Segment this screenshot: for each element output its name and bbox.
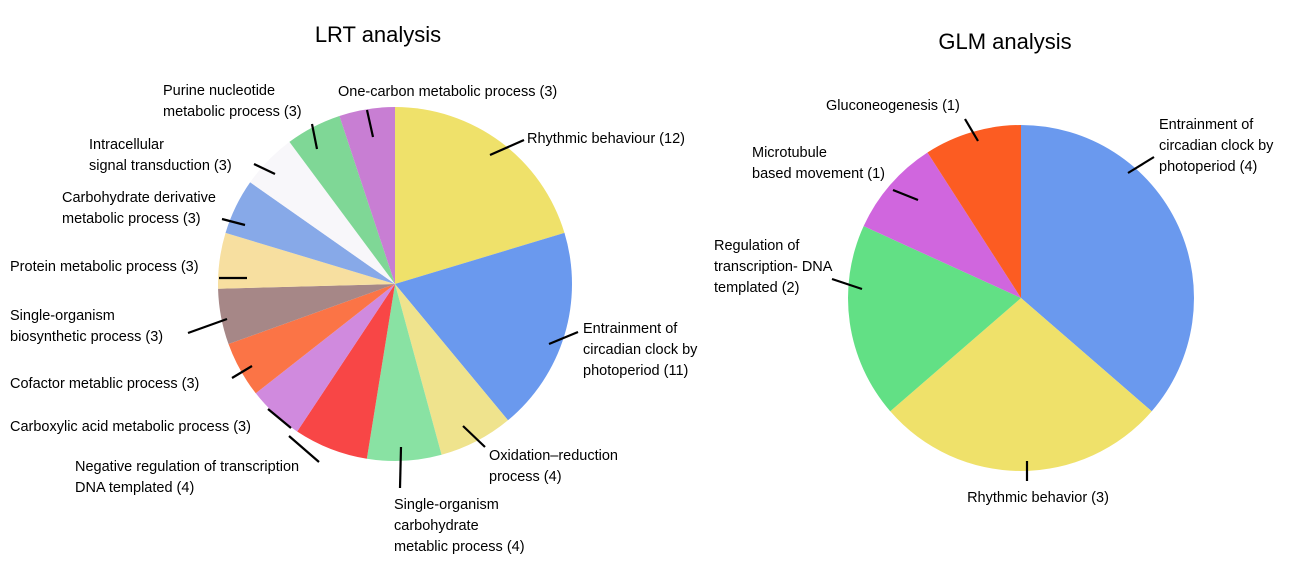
lrt-slice-label-rhythmic-behaviour: Rhythmic behaviour (12)	[527, 131, 685, 147]
lrt-slice-label-one-carbon-metabolic-process: One-carbon metabolic process (3)	[338, 84, 557, 100]
lrt-leader-line-negative-regulation-of-transcription-dna-templated	[288, 435, 320, 463]
lrt-slice-label-entrainment-of-circadian-clock-by-photoperiod: Entrainment of circadian clock by photoper…	[583, 321, 698, 379]
lrt-leader-line-single-organism-biosynthetic-process	[187, 317, 228, 335]
lrt-slice-intracellular-signal-transduction	[250, 141, 395, 284]
lrt-leader-line-entrainment-of-circadian-clock-by-photoperiod	[548, 330, 579, 346]
lrt-slice-label-purine-nucleotide-metabolic-process: Purine nucleotide metabolic process (3)	[163, 83, 302, 120]
lrt-leader-line-one-carbon-metabolic-process	[365, 109, 375, 138]
lrt-slice-negative-regulation-of-transcription-dna-templated	[297, 284, 395, 459]
lrt-slice-carbohydrate-derivative-metabolic-process	[225, 182, 395, 284]
lrt-slice-protein-metabolic-process	[217, 232, 395, 289]
lrt-slice-label-carbohydrate-derivative-metabolic-process: Carbohydrate derivative metabolic process…	[62, 190, 216, 227]
lrt-slice-label-negative-regulation-of-transcription-dna-templated: Negative regulation of transcription DNA …	[75, 459, 299, 496]
glm-leader-line-microtubule-based-movement	[892, 188, 919, 202]
glm-leader-line-gluconeogenesis	[964, 118, 979, 142]
lrt-slice-label-single-organism-biosynthetic-process: Single-organism biosynthetic process (3)	[10, 308, 163, 345]
lrt-slice-label-intracellular-signal-transduction: Intracellular signal transduction (3)	[89, 137, 232, 174]
lrt-slice-carboxylic-acid-metabolic-process	[255, 284, 395, 432]
lrt-chart-title: LRT analysis	[315, 22, 441, 47]
lrt-leader-line-purine-nucleotide-metabolic-process	[310, 123, 319, 150]
lrt-slice-one-carbon-metabolic-process	[339, 107, 395, 284]
glm-slice-entrainment-of-circadian-clock-by-photoperiod	[1021, 125, 1194, 412]
lrt-leader-line-single-organism-carbohydrate-metablic-process	[398, 446, 403, 489]
lrt-slice-rhythmic-behaviour	[395, 107, 565, 284]
glm-slice-rhythmic-behavior	[890, 298, 1152, 471]
lrt-slice-label-oxidation-reduction-process: Oxidation–reduction process (4)	[489, 448, 618, 485]
glm-leader-line-regulation-of-transcription-dna-templated	[831, 277, 863, 291]
lrt-leader-line-cofactor-metablic-process	[231, 365, 253, 379]
glm-slice-label-entrainment-of-circadian-clock-by-photoperiod: Entrainment of circadian clock by photoper…	[1159, 117, 1274, 175]
lrt-slice-cofactor-metablic-process	[228, 284, 395, 394]
lrt-slice-oxidation-reduction-process	[395, 284, 508, 455]
glm-pie-chart: GLM analysis Entrainment of circadian cloc…	[714, 29, 1274, 506]
lrt-leader-line-oxidation-reduction-process	[462, 425, 486, 448]
lrt-slice-single-organism-biosynthetic-process	[218, 284, 395, 345]
lrt-leader-line-carbohydrate-derivative-metabolic-process	[221, 217, 246, 227]
lrt-slice-purine-nucleotide-metabolic-process	[289, 115, 395, 285]
glm-slice-label-gluconeogenesis: Gluconeogenesis (1)	[826, 98, 960, 114]
lrt-leader-line-intracellular-signal-transduction	[253, 163, 276, 175]
glm-slice-label-regulation-of-transcription-dna-templated: Regulation of transcription- DNA templated…	[714, 238, 833, 296]
lrt-leader-line-rhythmic-behaviour	[489, 138, 525, 157]
lrt-slice-label-protein-metabolic-process: Protein metabolic process (3)	[10, 259, 199, 275]
glm-slice-label-rhythmic-behavior: Rhythmic behavior (3)	[967, 490, 1109, 506]
lrt-pie-chart: LRT analysis Rhythmic behaviour (12) Entra…	[10, 22, 698, 555]
lrt-slice-single-organism-carbohydrate-metablic-process	[366, 284, 442, 462]
lrt-leader-line-carboxylic-acid-metabolic-process	[267, 408, 292, 429]
glm-slice-regulation-of-transcription-dna-templated	[847, 226, 1021, 412]
glm-chart-title: GLM analysis	[938, 29, 1071, 54]
lrt-slice-label-single-organism-carbohydrate-metablic-process: Single-organism carbohydrate metablic proc…	[394, 497, 525, 555]
lrt-slice-label-cofactor-metablic-process: Cofactor metablic process (3)	[10, 376, 199, 392]
glm-slice-microtubule-based-movement	[863, 152, 1021, 298]
glm-leader-line-entrainment-of-circadian-clock-by-photoperiod	[1127, 156, 1155, 174]
lrt-slice-label-carboxylic-acid-metabolic-process: Carboxylic acid metabolic process (3)	[10, 419, 251, 435]
lrt-slice-entrainment-of-circadian-clock-by-photoperiod	[395, 232, 572, 421]
glm-slice-label-microtubule-based-movement: Microtubule based movement (1)	[752, 145, 885, 182]
glm-slice-gluconeogenesis	[927, 125, 1021, 298]
